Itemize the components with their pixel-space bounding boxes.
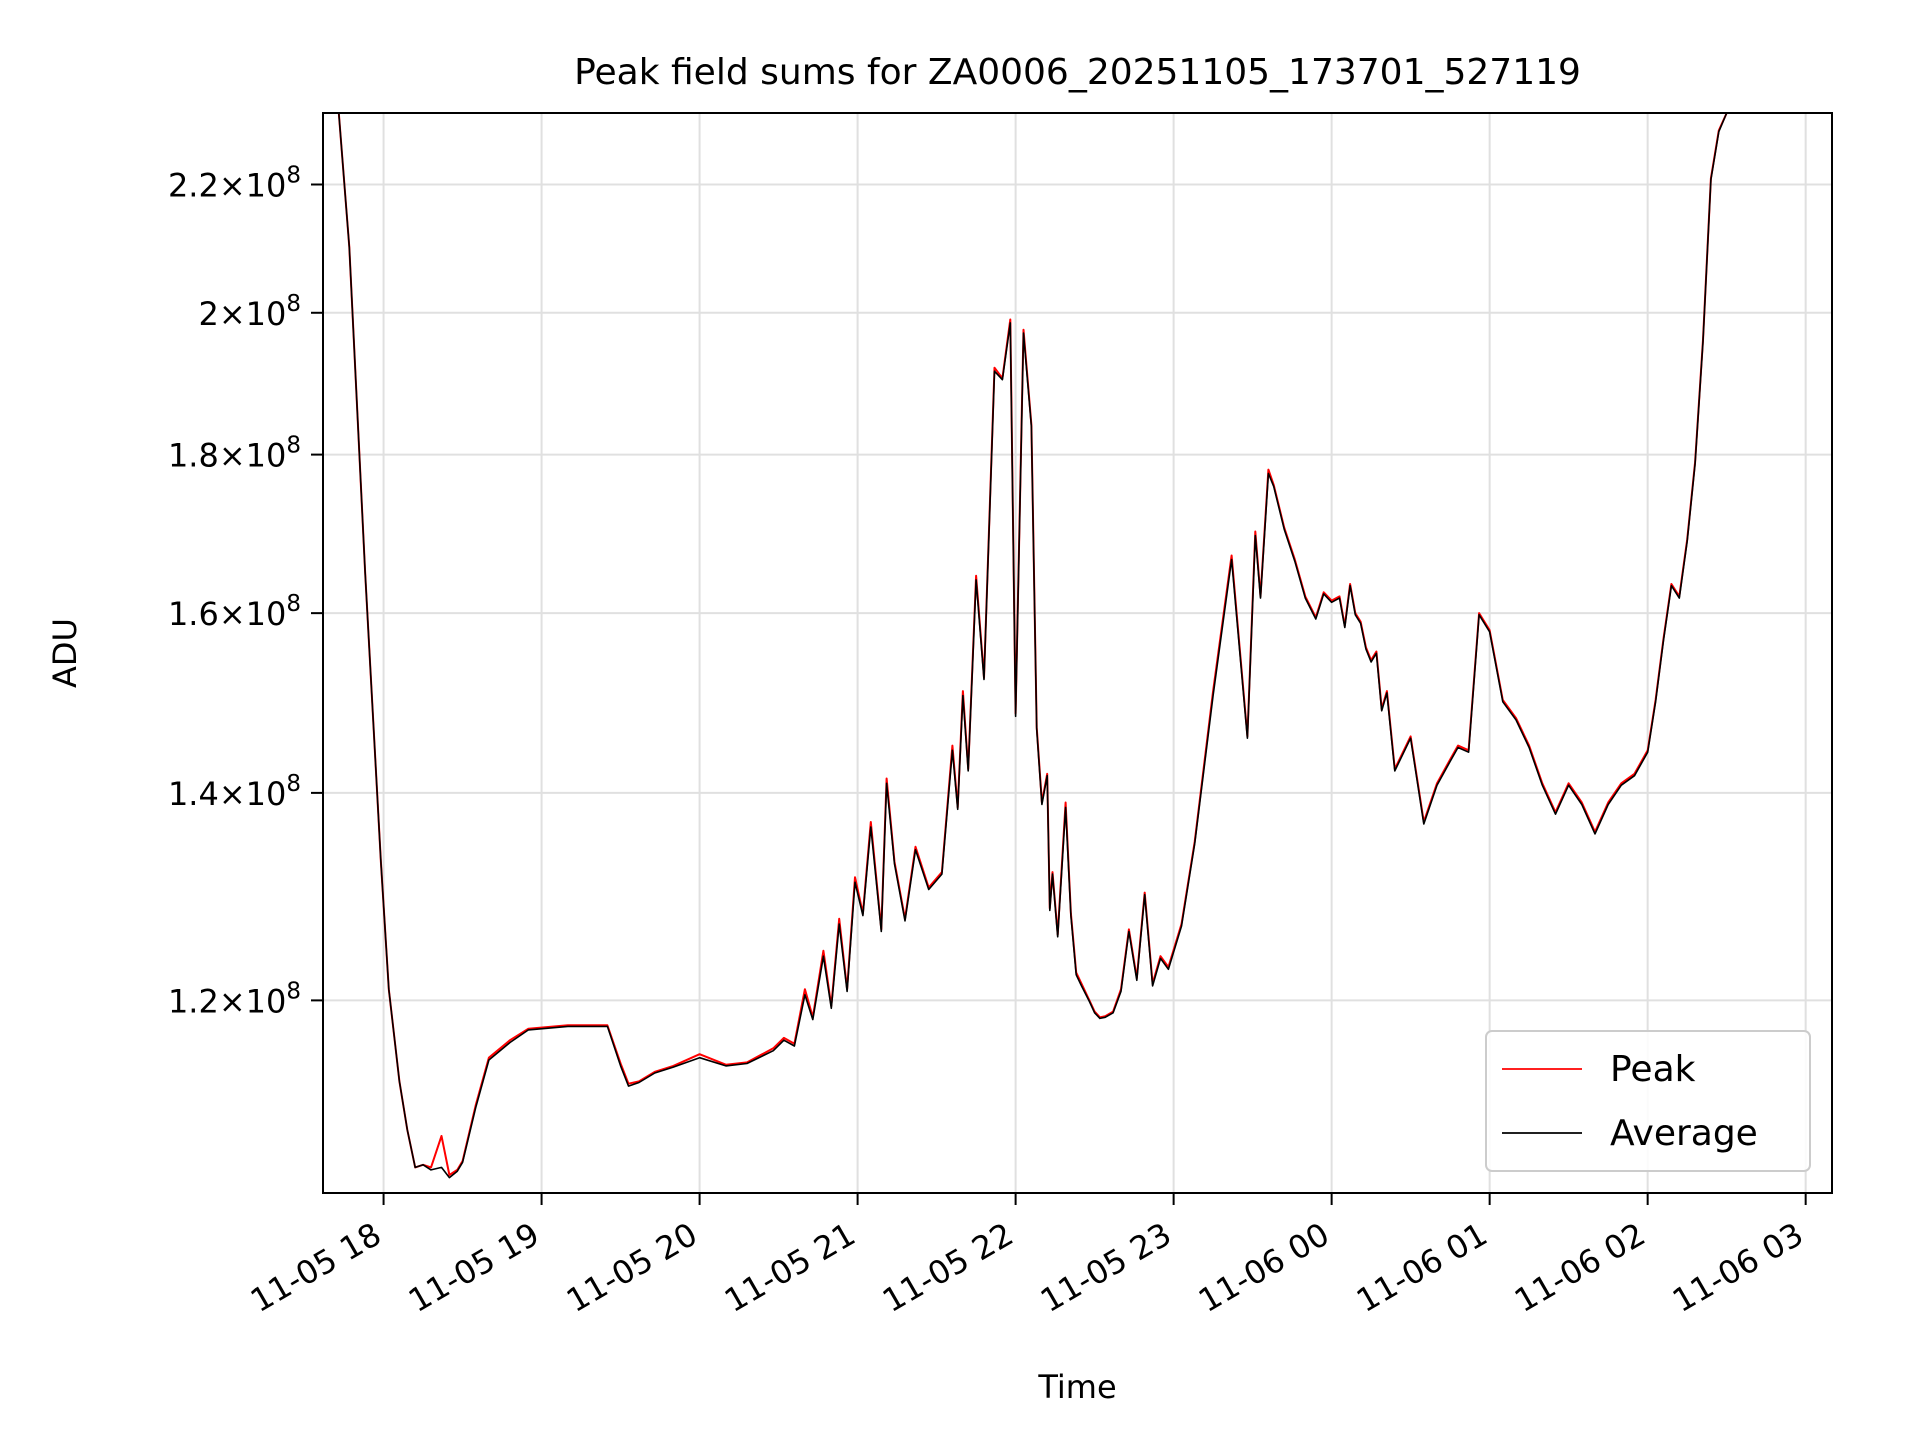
- y-tick-label: 1.8×108: [168, 433, 301, 475]
- x-axis-label: Time: [1037, 1368, 1116, 1406]
- legend-label-average: Average: [1610, 1113, 1758, 1154]
- y-tick-label: 1.2×108: [168, 978, 301, 1020]
- legend-box: [1485, 1030, 1811, 1172]
- legend-label-peak: Peak: [1610, 1049, 1696, 1090]
- y-axis-label: ADU: [46, 618, 84, 688]
- grid-layer: [323, 113, 1832, 1193]
- series-line-average: [338, 113, 1819, 1179]
- y-tick-label: 1.4×108: [168, 771, 301, 813]
- y-tick-label: 1.6×108: [168, 591, 301, 633]
- legend: Peak Average: [1485, 1030, 1811, 1172]
- y-tick-label: 2.2×108: [168, 162, 301, 204]
- plot-frame: [322, 112, 1833, 1194]
- series-layer: [337, 113, 1819, 1179]
- chart-title: Peak field sums for ZA0006_20251105_1737…: [574, 52, 1581, 93]
- y-tick-label: 2×108: [198, 291, 301, 333]
